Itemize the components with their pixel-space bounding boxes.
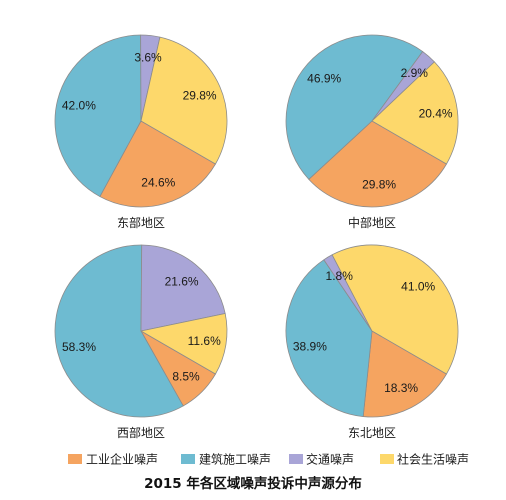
pie-slice-industrial-noise bbox=[308, 120, 447, 208]
pie-slice-construction-noise bbox=[54, 244, 184, 418]
pie-title-west-region: 西部地区 bbox=[117, 425, 165, 440]
data-label-social-life-noise: 41.0% bbox=[401, 280, 435, 294]
legend-label-industrial-noise: 工业企业噪声 bbox=[86, 452, 158, 467]
pie-east-region: 24.6% 42.0% 3.6% 29.8% 东部地区 bbox=[54, 34, 228, 230]
data-label-social-life-noise: 11.6% bbox=[188, 334, 221, 348]
legend-item-construction-noise: 建筑施工噪声 bbox=[181, 452, 271, 467]
data-label-traffic-noise: 21.6% bbox=[165, 275, 199, 289]
data-label-industrial-noise: 29.8% bbox=[362, 178, 396, 192]
pie-slice-social-life-noise bbox=[331, 244, 459, 375]
data-label-social-life-noise: 20.4% bbox=[419, 107, 453, 121]
pie-slice-construction-noise bbox=[285, 34, 424, 180]
pie-slice-social-life-noise bbox=[371, 61, 459, 165]
data-label-traffic-noise: 3.6% bbox=[134, 50, 162, 64]
pie-title-northeast-region: 东北地区 bbox=[348, 426, 396, 440]
data-label-industrial-noise: 24.6% bbox=[141, 176, 175, 190]
legend-label-construction-noise: 建筑施工噪声 bbox=[199, 452, 271, 467]
figure-title: 2015 年各区域噪声投诉中声源分布 bbox=[144, 475, 362, 492]
legend-swatch-industrial-noise bbox=[68, 454, 82, 464]
data-label-industrial-noise: 8.5% bbox=[172, 370, 200, 384]
data-label-social-life-noise: 29.8% bbox=[183, 88, 217, 102]
data-label-construction-noise: 58.3% bbox=[62, 340, 96, 354]
pie-title-central-region: 中部地区 bbox=[348, 215, 396, 230]
pie-charts: 24.6% 42.0% 3.6% 29.8% 东部地区 29.8% 46.9% 2.9% 20.… bbox=[54, 34, 459, 440]
pie-west-region: 8.5% 58.3% 21.6% 11.6% 西部地区 bbox=[54, 244, 228, 440]
data-label-construction-noise: 46.9% bbox=[307, 71, 341, 85]
pie-title-east-region: 东部地区 bbox=[117, 215, 165, 230]
data-label-construction-noise: 38.9% bbox=[293, 340, 327, 354]
pie-slice-traffic-noise bbox=[140, 244, 226, 332]
pie-central-region: 29.8% 46.9% 2.9% 20.4% 中部地区 bbox=[285, 34, 459, 230]
legend-item-social-life-noise: 社会生活噪声 bbox=[380, 452, 469, 467]
data-label-construction-noise: 42.0% bbox=[62, 98, 96, 112]
pie-slice-social-life-noise bbox=[140, 313, 228, 375]
data-label-traffic-noise: 1.8% bbox=[326, 269, 354, 283]
pie-slice-industrial-noise bbox=[99, 120, 216, 208]
pie-slice-construction-noise bbox=[54, 34, 142, 197]
legend-item-industrial-noise: 工业企业噪声 bbox=[68, 452, 158, 467]
pie-slice-industrial-noise bbox=[362, 330, 447, 418]
data-label-traffic-noise: 2.9% bbox=[401, 66, 429, 80]
legend-item-traffic-noise: 交通噪声 bbox=[289, 452, 354, 467]
pie-slice-social-life-noise bbox=[140, 36, 228, 165]
data-label-industrial-noise: 18.3% bbox=[384, 381, 418, 395]
legend-label-traffic-noise: 交通噪声 bbox=[306, 452, 354, 467]
legend: 工业企业噪声 建筑施工噪声 交通噪声 社会生活噪声 bbox=[68, 452, 469, 467]
legend-swatch-social-life-noise bbox=[380, 454, 394, 464]
legend-label-social-life-noise: 社会生活噪声 bbox=[397, 452, 469, 467]
legend-swatch-traffic-noise bbox=[289, 454, 303, 464]
pie-slice-construction-noise bbox=[285, 259, 373, 417]
legend-swatch-construction-noise bbox=[181, 454, 195, 464]
pie-northeast-region: 18.3% 38.9% 1.8% 41.0% 东北地区 bbox=[285, 244, 459, 440]
